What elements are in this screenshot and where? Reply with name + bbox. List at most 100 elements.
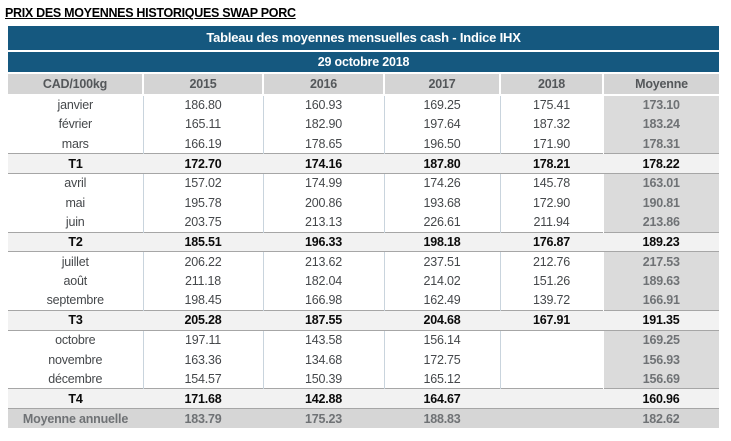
- value-cell: 183.79: [143, 408, 263, 429]
- moyenne-cell: 190.81: [602, 192, 719, 213]
- value-cell: 171.90: [499, 134, 603, 154]
- value-cell: 197.64: [383, 114, 500, 135]
- table-date: 29 octobre 2018: [317, 55, 410, 69]
- value-cell: 165.11: [142, 114, 263, 135]
- row-label: juillet: [8, 251, 143, 272]
- value-cell: 186.80: [142, 95, 263, 115]
- row-label: janvier: [8, 95, 143, 115]
- value-cell: 176.87: [500, 231, 603, 253]
- unit-column-header: CAD/100kg: [8, 74, 143, 96]
- value-cell: 197.11: [142, 330, 263, 350]
- value-cell: 174.26: [383, 173, 500, 193]
- moyenne-cell: 163.01: [602, 173, 719, 193]
- moyenne-cell: 156.93: [602, 349, 719, 370]
- header-row: CAD/100kg 2015 2016 2017 2018 Moyenne: [8, 74, 719, 96]
- table-row: juillet 206.22 213.62 237.51 212.76 217.53: [8, 251, 719, 272]
- moyenne-cell: 173.10: [602, 95, 719, 115]
- moyenne-cell: 169.25: [602, 330, 719, 350]
- value-cell: 150.39: [262, 369, 384, 389]
- table-row: T1 172.70 174.16 187.80 178.21 178.22: [8, 153, 719, 174]
- value-cell: 172.70: [143, 153, 263, 174]
- value-cell: 172.75: [383, 349, 500, 370]
- column-header: 2017: [383, 74, 500, 96]
- row-label: T3: [8, 310, 143, 331]
- row-label: novembre: [8, 349, 143, 370]
- moyenne-cell: 183.24: [602, 114, 719, 135]
- value-cell: 204.68: [384, 310, 500, 331]
- moyenne-cell: 182.62: [603, 408, 719, 429]
- table-row: septembre 198.45 166.98 162.49 139.72 166.91: [8, 290, 719, 311]
- value-cell: 163.36: [142, 349, 263, 370]
- moyenne-cell: 213.86: [602, 212, 719, 233]
- value-cell: 187.80: [384, 153, 500, 174]
- value-cell: 185.51: [143, 231, 263, 253]
- value-cell: 156.14: [383, 330, 500, 350]
- moyenne-cell: 217.53: [602, 251, 719, 272]
- value-cell: 211.18: [142, 271, 263, 291]
- row-label: octobre: [8, 330, 143, 350]
- table-row: T3 205.28 187.55 204.68 167.91 191.35: [8, 310, 719, 331]
- value-cell: 143.58: [262, 330, 384, 350]
- value-cell: 165.12: [383, 369, 500, 389]
- column-header: 2015: [142, 74, 263, 96]
- row-label: mai: [8, 192, 143, 213]
- table-row: T2 185.51 196.33 198.18 176.87 189.23: [8, 231, 719, 253]
- table-row: août 211.18 182.04 214.02 151.26 189.63: [8, 271, 719, 291]
- moyenne-cell: 166.91: [602, 290, 719, 311]
- value-cell: 196.33: [263, 231, 384, 253]
- value-cell: 167.91: [500, 310, 603, 331]
- row-label: décembre: [8, 369, 143, 389]
- value-cell: 174.99: [262, 173, 384, 193]
- value-cell: 164.67: [384, 388, 500, 409]
- moyenne-cell: 191.35: [603, 310, 719, 331]
- table-title-bar: Tableau des moyennes mensuelles cash - I…: [8, 26, 719, 50]
- table-body: janvier 186.80 160.93 169.25 175.41 173.10 fév…: [8, 95, 719, 429]
- value-cell: 213.62: [262, 251, 384, 272]
- value-cell: 213.13: [262, 212, 384, 233]
- value-cell: 195.78: [142, 192, 263, 213]
- moyenne-cell: 189.63: [602, 271, 719, 291]
- value-cell: 139.72: [499, 290, 603, 311]
- table-row: T4 171.68 142.88 164.67 160.96: [8, 388, 719, 409]
- value-cell: 200.86: [262, 192, 384, 213]
- value-cell: 182.90: [262, 114, 384, 135]
- value-cell: 160.93: [262, 95, 384, 115]
- value-cell: 154.57: [142, 369, 263, 389]
- value-cell: 188.83: [384, 408, 500, 429]
- value-cell: [500, 408, 603, 429]
- table-row: janvier 186.80 160.93 169.25 175.41 173.10: [8, 95, 719, 115]
- table-title: Tableau des moyennes mensuelles cash - I…: [206, 30, 521, 45]
- row-label: T4: [8, 388, 143, 409]
- value-cell: 157.02: [142, 173, 263, 193]
- moyenne-cell: 156.69: [602, 369, 719, 389]
- value-cell: 187.32: [499, 114, 603, 135]
- moyenne-cell: 189.23: [603, 231, 719, 253]
- table-row: février 165.11 182.90 197.64 187.32 183.24: [8, 114, 719, 135]
- swap-price-report: Tableau des moyennes mensuelles cash - I…: [8, 26, 719, 429]
- table-row: mai 195.78 200.86 193.68 172.90 190.81: [8, 192, 719, 213]
- value-cell: 166.19: [142, 134, 263, 154]
- value-cell: 237.51: [383, 251, 500, 272]
- row-label: juin: [8, 212, 143, 233]
- row-label: Moyenne annuelle: [8, 408, 143, 429]
- column-header: 2018: [499, 74, 603, 96]
- value-cell: 206.22: [142, 251, 263, 272]
- row-label: T1: [8, 153, 143, 174]
- table-row: avril 157.02 174.99 174.26 145.78 163.01: [8, 173, 719, 193]
- value-cell: [499, 330, 603, 350]
- value-cell: 182.04: [262, 271, 384, 291]
- table-row: décembre 154.57 150.39 165.12 156.69: [8, 369, 719, 389]
- value-cell: 212.76: [499, 251, 603, 272]
- moyenne-cell: 178.22: [603, 153, 719, 174]
- moyenne-cell: 178.31: [602, 134, 719, 154]
- table-row: Moyenne annuelle 183.79 175.23 188.83 182.62: [8, 408, 719, 429]
- value-cell: 169.25: [383, 95, 500, 115]
- table-date-bar: 29 octobre 2018: [8, 52, 719, 72]
- column-header: Moyenne: [602, 74, 719, 96]
- value-cell: 198.18: [384, 231, 500, 253]
- table-row: novembre 163.36 134.68 172.75 156.93: [8, 349, 719, 370]
- table-row: octobre 197.11 143.58 156.14 169.25: [8, 330, 719, 350]
- value-cell: [499, 349, 603, 370]
- row-label: T2: [8, 231, 143, 253]
